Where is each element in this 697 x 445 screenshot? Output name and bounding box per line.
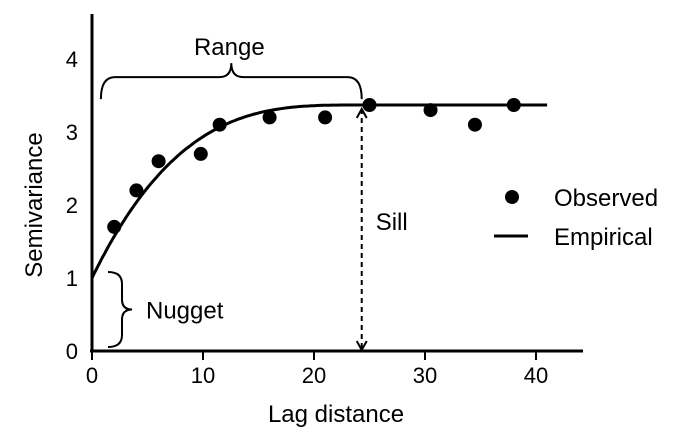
y-tick-label: 2 xyxy=(66,193,78,218)
nugget-brace xyxy=(107,271,133,348)
x-axis-ticks: 0 10 20 30 40 xyxy=(86,351,548,388)
observed-point xyxy=(423,103,438,118)
x-tick-label: 40 xyxy=(524,363,548,388)
empirical-curve xyxy=(90,103,548,279)
range-brace xyxy=(99,63,363,100)
observed-point xyxy=(107,219,122,234)
legend: Observed Empirical xyxy=(494,185,658,251)
observed-point xyxy=(193,146,208,161)
legend-empirical-label: Empirical xyxy=(554,224,653,251)
observed-points xyxy=(107,97,521,234)
y-tick-label: 3 xyxy=(66,120,78,145)
nugget-annotation: Nugget xyxy=(107,271,224,348)
sill-label: Sill xyxy=(376,209,408,236)
sill-arrowhead-top xyxy=(355,106,368,119)
observed-point xyxy=(151,154,166,169)
sill-arrowhead-bottom xyxy=(355,340,368,353)
x-axis-title: Lag distance xyxy=(268,401,404,428)
y-tick-label: 1 xyxy=(66,266,78,291)
observed-point xyxy=(467,117,482,132)
x-tick-label: 0 xyxy=(86,363,98,388)
observed-point xyxy=(362,97,377,112)
x-tick-label: 10 xyxy=(191,363,215,388)
observed-point xyxy=(318,110,333,125)
y-axis-ticks: 0 1 2 3 4 xyxy=(66,47,78,364)
plot-area: 0 10 20 30 40 0 1 2 3 4 Range Sill Nugget xyxy=(66,14,583,388)
range-annotation: Range xyxy=(99,34,363,100)
y-tick-label: 0 xyxy=(66,339,78,364)
observed-point xyxy=(129,183,144,198)
legend-observed-label: Observed xyxy=(554,185,658,212)
range-label: Range xyxy=(194,34,265,61)
observed-point xyxy=(262,110,277,125)
x-tick-label: 30 xyxy=(413,363,437,388)
observed-point xyxy=(212,117,227,132)
nugget-label: Nugget xyxy=(146,298,224,325)
legend-observed-marker xyxy=(505,190,519,204)
sill-annotation: Sill xyxy=(355,106,408,353)
y-tick-label: 4 xyxy=(66,47,78,72)
y-axis-title: Semivariance xyxy=(21,132,48,277)
x-tick-label: 20 xyxy=(302,363,326,388)
observed-point xyxy=(506,97,521,112)
